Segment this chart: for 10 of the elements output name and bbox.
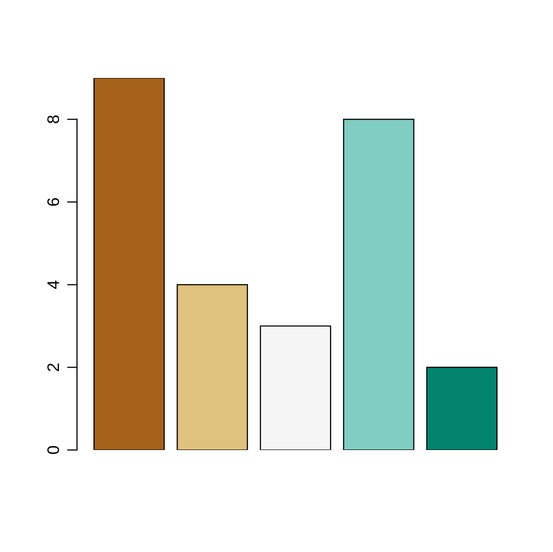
y-tick-label: 6 [47, 198, 60, 206]
bar [176, 284, 248, 450]
bar [93, 78, 165, 450]
bar [426, 366, 498, 450]
y-tick-label: 2 [47, 364, 59, 372]
y-tick-label: 4 [47, 280, 59, 289]
y-tick-label: 0 [47, 446, 60, 454]
bar [343, 118, 414, 450]
y-tick-label: 8 [47, 115, 60, 124]
bar [260, 325, 332, 450]
